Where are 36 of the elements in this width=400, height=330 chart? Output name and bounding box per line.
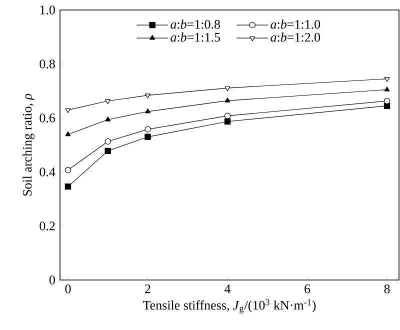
- point: [384, 77, 390, 82]
- point: [105, 99, 111, 104]
- x-axis-title: Tensile stiffness, J$_{g}$/(10$^{3}$ kN·m$^{-1}$): [142, 299, 316, 314]
- point: [145, 94, 150, 98]
- point: [65, 108, 71, 113]
- point: [65, 131, 71, 136]
- x-tick-label: 4: [224, 284, 231, 294]
- y-axis-title: Soil arching ratio, ρ: [22, 94, 34, 196]
- point: [144, 134, 151, 140]
- x-tick-label: 6: [304, 284, 310, 294]
- legend-label: a:b=1:1.0: [270, 20, 320, 29]
- point: [64, 183, 72, 190]
- point: [104, 148, 111, 154]
- y-tick-label: 1.0: [40, 6, 55, 14]
- point: [105, 116, 111, 122]
- y-tick-label: 0.6: [40, 114, 56, 122]
- point: [224, 112, 231, 119]
- point: [145, 108, 150, 114]
- point: [144, 126, 151, 132]
- legend-label: a:b=1:2.0: [270, 32, 320, 42]
- x-tick-label: 2: [145, 284, 150, 294]
- y-tick-label: 0.4: [40, 168, 56, 176]
- x-tick-label: 0: [65, 284, 71, 294]
- point: [384, 98, 390, 104]
- y-tick-label: 0.8: [40, 60, 55, 68]
- legend-label: a:b=1:0.8: [170, 20, 220, 29]
- y-tick-label: 0: [49, 276, 55, 284]
- point: [384, 86, 390, 92]
- point: [104, 138, 111, 145]
- point: [224, 98, 230, 102]
- point: [64, 167, 72, 174]
- x-tick-label: 8: [384, 284, 390, 294]
- legend-label: a:b=1:1.5: [170, 32, 220, 42]
- point: [224, 86, 230, 92]
- point: [224, 118, 231, 125]
- y-tick-label: 0.2: [40, 222, 55, 230]
